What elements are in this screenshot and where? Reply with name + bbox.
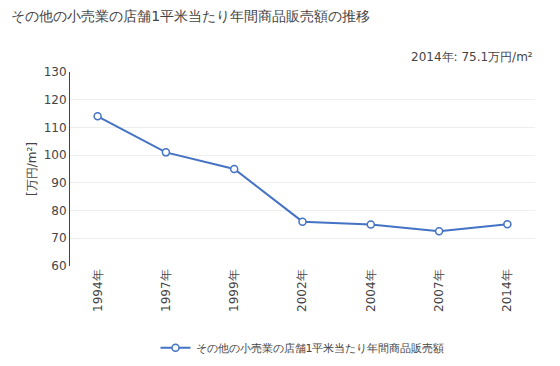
svg-text:70: 70 — [51, 231, 66, 245]
svg-text:1997年: 1997年 — [159, 269, 173, 312]
svg-text:90: 90 — [51, 176, 66, 190]
svg-text:2002年: 2002年 — [295, 269, 309, 312]
svg-text:100: 100 — [44, 148, 67, 162]
svg-text:2014年: 2014年 — [500, 269, 514, 312]
svg-text:2014年: 75.1万円/m²: 2014年: 75.1万円/m² — [411, 50, 533, 64]
svg-text:120: 120 — [44, 93, 67, 107]
svg-text:[万円/m²]: [万円/m²] — [25, 142, 39, 196]
svg-text:1994年: 1994年 — [91, 269, 105, 312]
svg-text:60: 60 — [51, 259, 66, 273]
svg-text:80: 80 — [51, 204, 66, 218]
svg-text:2004年: 2004年 — [364, 269, 378, 312]
svg-text:2007年: 2007年 — [432, 269, 446, 312]
svg-text:110: 110 — [44, 121, 67, 135]
svg-text:その他の小売業の店舗1平米当たり年間商品販売額の推移: その他の小売業の店舗1平米当たり年間商品販売額の推移 — [11, 8, 370, 24]
svg-text:1999年: 1999年 — [227, 269, 241, 312]
svg-text:その他の小売業の店舗1平米当たり年間商品販売額: その他の小売業の店舗1平米当たり年間商品販売額 — [196, 342, 445, 355]
svg-text:130: 130 — [44, 65, 67, 79]
